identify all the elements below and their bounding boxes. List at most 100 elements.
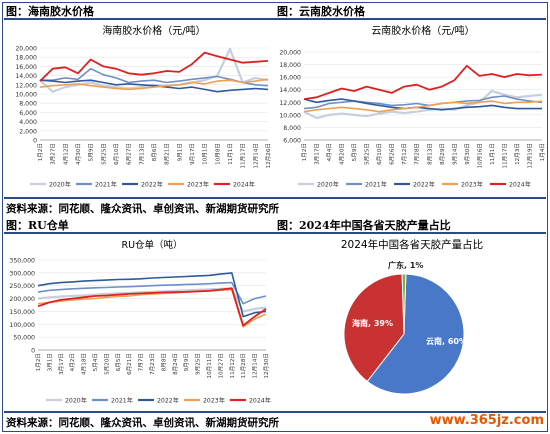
x-tick-label: 10月27日 <box>217 353 224 378</box>
x-tick-label: 8月8日 <box>160 353 167 371</box>
y-tick-label: 20,000 <box>279 50 301 57</box>
x-tick-label: 12月30日 <box>263 353 270 378</box>
legend-label: 2021年 <box>95 181 117 189</box>
chart-title: 海南胶水价格（元/吨） <box>102 24 205 37</box>
series-line-2024年 <box>39 51 269 82</box>
x-tick-label: 5月25日 <box>100 143 107 165</box>
y-tick-label: 0 <box>33 138 37 145</box>
x-tick-label: 12月19日 <box>526 143 533 168</box>
legend-label: 2020年 <box>317 181 339 189</box>
x-tick-label: 11月28日 <box>240 353 247 378</box>
series-line-2021年 <box>303 95 543 110</box>
series-line-2022年 <box>303 98 542 111</box>
series-line-2021年 <box>40 67 269 87</box>
x-tick-label: 8月6日 <box>151 143 158 161</box>
x-tick-label: 9月30日 <box>464 143 471 165</box>
hainan-price-chart: 海南胶水价格（元/吨） 0 2,000 4,000 6,000 8,000 10,000 12… <box>15 24 272 189</box>
x-tick-label: 8月13日 <box>426 143 433 165</box>
chart-title: RU仓单（吨） <box>121 239 182 251</box>
y-tick-label: 16,000 <box>15 64 37 71</box>
yunnan-price-chart: 云南胶水价格（元/吨） 6,000 8,000 10,000 12,000 14,000 1… <box>279 24 546 189</box>
x-tick-label: 6月5日 <box>115 353 122 371</box>
y-tick-label: 14,000 <box>15 73 37 80</box>
x-tick-label: 5月9日 <box>351 143 358 161</box>
x-tick-label: 7月12日 <box>401 143 408 165</box>
y-tick-label: 18,000 <box>279 62 301 69</box>
source-top: 资料来源：同花顺、隆众资讯、卓创资讯、新湖期货研究所 <box>6 203 279 215</box>
y-tick-label: 10,000 <box>15 92 37 99</box>
series-line-2020年 <box>39 47 269 93</box>
x-tick-label: 12月3日 <box>514 143 521 165</box>
x-tick-label: 7月7日 <box>138 353 145 371</box>
y-tick-label: 12,000 <box>279 100 301 107</box>
x-tick-label: 6月26日 <box>389 143 396 165</box>
legend-label: 2024年 <box>233 181 255 189</box>
x-tick-label: 3月17日 <box>314 143 321 165</box>
x-tick-label: 9月25日 <box>195 353 202 375</box>
series-line-2021年 <box>37 281 267 305</box>
y-tick-label: 2,000 <box>19 128 37 135</box>
y-tick-label: 18,000 <box>15 55 37 62</box>
legend-label: 2023年 <box>461 181 483 189</box>
x-tick-label: 8月24日 <box>172 353 179 375</box>
legend-label: 2024年 <box>249 397 271 405</box>
x-tick-label: 3月17日 <box>58 353 65 375</box>
x-tick-label: 7月28日 <box>414 143 421 165</box>
y-tick-label: 20,000 <box>15 46 37 53</box>
x-tick-label: 11月1日 <box>489 143 496 165</box>
x-tick-label: 6月21日 <box>126 353 133 375</box>
y-tick-label: 350,000 <box>9 258 35 265</box>
pie-slice-云南 <box>366 273 465 395</box>
legend-label: 2020年 <box>65 397 87 405</box>
pie-label-云南: 云南, 60% <box>426 336 467 346</box>
y-tick-label: 300,000 <box>9 270 35 277</box>
x-tick-label: 10月1日 <box>202 143 209 165</box>
x-tick-label: 6月27日 <box>126 143 133 165</box>
x-tick-label: 4月20日 <box>339 143 346 165</box>
x-tick-label: 9月14日 <box>451 143 458 165</box>
y-tick-label: 12,000 <box>15 82 37 89</box>
x-tick-label: 11月17日 <box>501 143 508 168</box>
x-tick-label: 3月27日 <box>50 143 57 165</box>
x-tick-label: 1月4日 <box>539 143 546 161</box>
x-tick-label: 1月2日 <box>301 143 308 161</box>
top-rule <box>4 18 546 20</box>
y-tick-label: 10,000 <box>279 112 301 119</box>
source-bottom: 资料来源：同花顺、隆众资讯、卓创资讯、新湖期货研究所 <box>6 417 279 429</box>
series-line-2022年 <box>37 272 267 318</box>
y-tick-label: 200,000 <box>9 296 35 303</box>
pie-label-广东: 广东, 1% <box>388 260 423 270</box>
legend-label: 2020年 <box>49 181 71 189</box>
legend-label: 2023年 <box>203 397 225 405</box>
x-tick-label: 9月17日 <box>189 143 196 165</box>
bottom-rule <box>4 411 546 413</box>
y-tick-label: 6,000 <box>19 110 37 117</box>
x-tick-label: 4月30日 <box>75 143 82 165</box>
x-tick-label: 12月14日 <box>252 143 259 168</box>
x-tick-label: 4月18日 <box>81 353 88 375</box>
y-tick-label: 14,000 <box>279 87 301 94</box>
legend-label: 2022年 <box>157 397 179 405</box>
x-tick-label: 5月4日 <box>92 353 99 371</box>
legend-label: 2022年 <box>141 181 163 189</box>
y-tick-label: 0 <box>31 348 35 355</box>
x-tick-label: 10月11日 <box>206 353 213 378</box>
y-tick-label: 150,000 <box>9 309 35 316</box>
legend-label: 2021年 <box>111 397 133 405</box>
legend-label: 2021年 <box>365 181 387 189</box>
x-tick-label: 8月29日 <box>439 143 446 165</box>
x-tick-label: 6月10日 <box>113 143 120 165</box>
legend-label: 2023年 <box>187 181 209 189</box>
pie-slice-广东 <box>401 273 407 335</box>
y-tick-label: 8,000 <box>283 125 301 132</box>
x-tick-label: 5月25日 <box>364 143 371 165</box>
series-line-2023年 <box>39 78 269 91</box>
y-tick-label: 250,000 <box>9 283 35 290</box>
watermark: www.365jz.com <box>429 413 544 428</box>
y-tick-label: 6,000 <box>283 138 301 145</box>
x-tick-label: 8月21日 <box>164 143 171 165</box>
x-tick-label: 5月9日 <box>88 143 95 161</box>
x-tick-label: 1月2日 <box>37 143 44 161</box>
